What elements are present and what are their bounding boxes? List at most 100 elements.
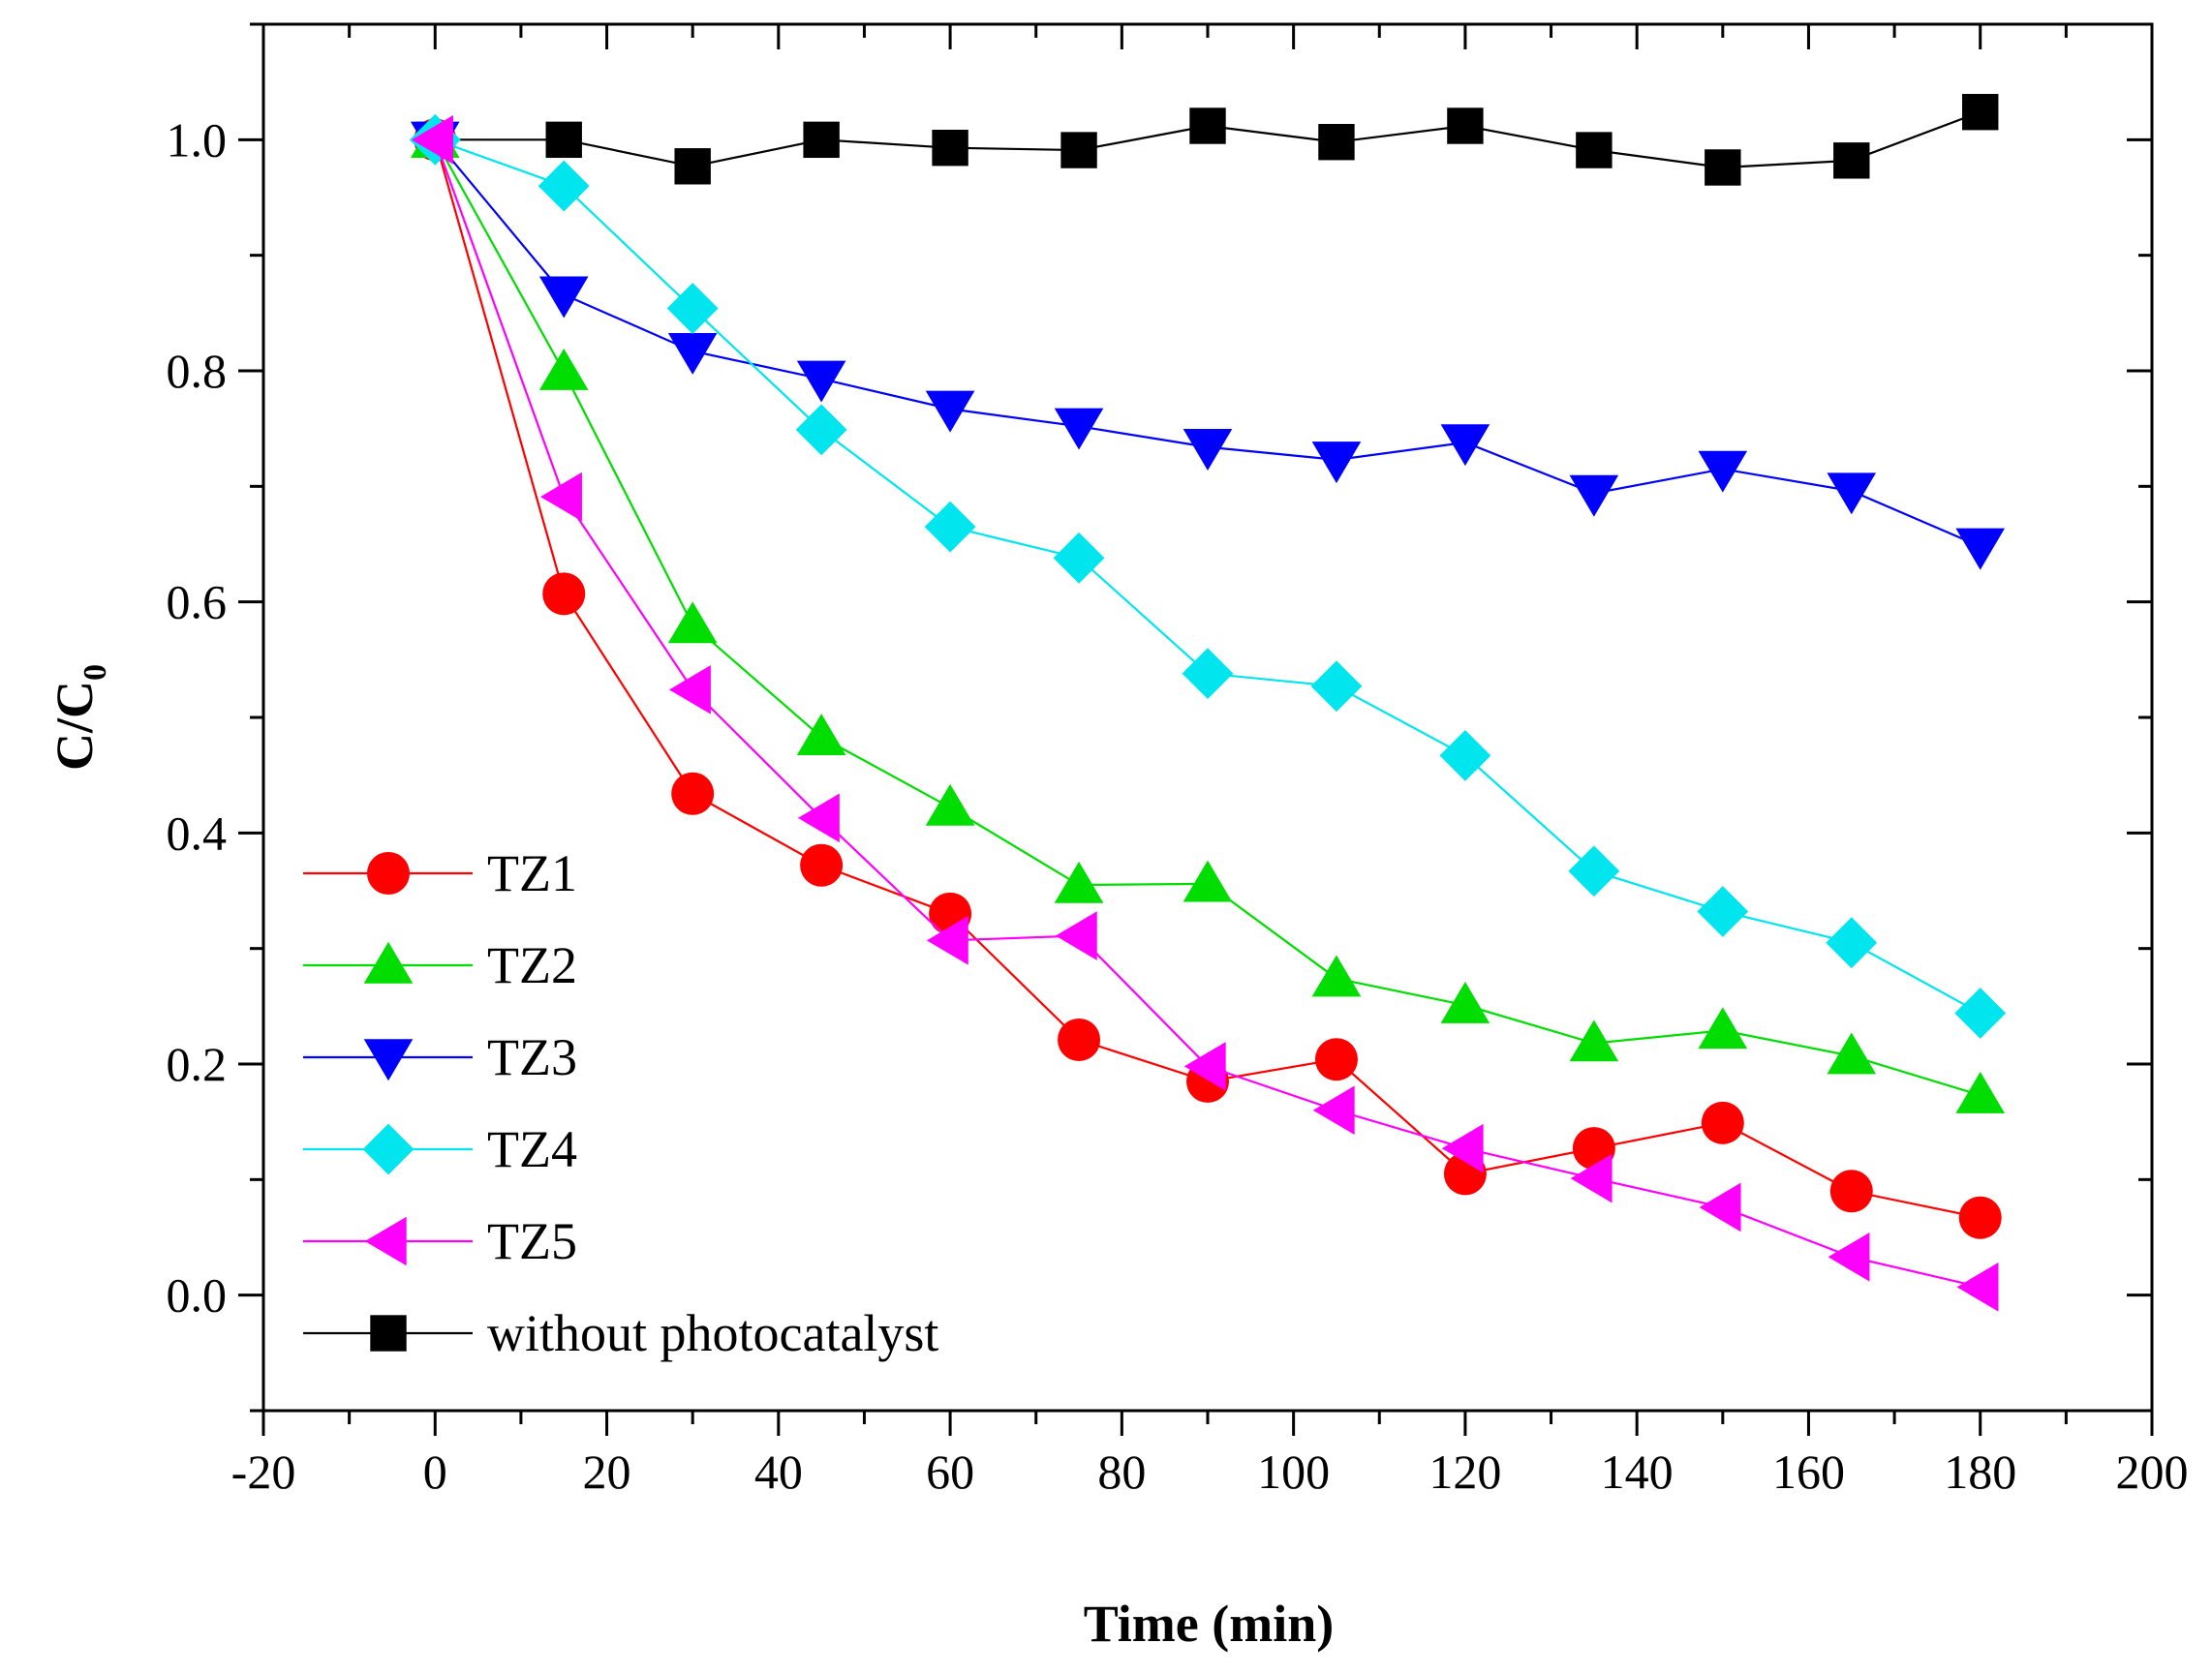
y-tick-label: 0.0 bbox=[167, 1268, 228, 1323]
data-point bbox=[1055, 911, 1097, 960]
legend-marker bbox=[364, 1216, 407, 1266]
data-point bbox=[1183, 429, 1233, 471]
data-point bbox=[540, 472, 582, 522]
legend-label: TZ2 bbox=[487, 936, 577, 994]
y-tick-label: 0.4 bbox=[167, 806, 228, 860]
series-tz3 bbox=[410, 121, 2006, 570]
legend-item: TZ4 bbox=[303, 1120, 577, 1178]
data-point bbox=[1828, 1232, 1870, 1282]
data-point bbox=[1698, 1007, 1748, 1050]
series-tz5 bbox=[412, 115, 1999, 1312]
data-point bbox=[795, 404, 847, 456]
x-axis-label: Time (min) bbox=[1084, 1595, 1334, 1653]
x-tick-label: 60 bbox=[926, 1445, 974, 1499]
axes: -20 0 20 40 60 80 100 120 140 160 180 200 0.0 0.2 0.4 0… bbox=[167, 22, 2189, 1499]
data-point bbox=[1440, 981, 1490, 1023]
series-tz2 bbox=[410, 116, 2006, 1113]
data-point bbox=[1569, 1020, 1619, 1062]
data-point bbox=[1182, 648, 1234, 700]
legend-label: without photocatalyst bbox=[487, 1304, 938, 1362]
data-point bbox=[924, 501, 976, 553]
data-point bbox=[538, 348, 589, 390]
y-tick-label: 0.2 bbox=[167, 1037, 228, 1091]
data-point bbox=[674, 148, 711, 185]
data-point bbox=[1439, 729, 1491, 781]
legend: TZ1 TZ2 TZ3 TZ4 TZ5 without photocatalyst bbox=[303, 844, 938, 1362]
data-point bbox=[1441, 1123, 1484, 1173]
data-point bbox=[666, 283, 719, 334]
data-point bbox=[1570, 1153, 1613, 1203]
data-point bbox=[1954, 988, 2007, 1039]
data-point bbox=[545, 121, 582, 159]
data-point bbox=[1053, 532, 1105, 584]
data-point bbox=[803, 121, 840, 159]
data-point bbox=[1697, 886, 1749, 937]
legend-marker bbox=[367, 852, 410, 895]
data-point bbox=[926, 916, 968, 965]
data-point bbox=[1447, 107, 1484, 144]
y-axis-label-subscript: 0 bbox=[77, 664, 113, 681]
y-axis-label-group: C/C0 bbox=[46, 664, 113, 771]
data-point bbox=[1054, 861, 1104, 903]
x-tick-label: 100 bbox=[1257, 1445, 1330, 1499]
data-point bbox=[1833, 142, 1870, 179]
data-point bbox=[1569, 474, 1619, 517]
series-layer bbox=[409, 93, 2007, 1312]
data-point bbox=[925, 390, 975, 433]
x-tick-label: 80 bbox=[1097, 1445, 1146, 1499]
data-point bbox=[1958, 1196, 2002, 1239]
data-point bbox=[1829, 1170, 1873, 1213]
data-point bbox=[1701, 1101, 1744, 1144]
y-tick-label: 1.0 bbox=[167, 112, 228, 167]
data-point bbox=[1314, 1038, 1358, 1081]
data-point bbox=[1318, 124, 1355, 161]
x-tick-label: 0 bbox=[423, 1445, 447, 1499]
data-point bbox=[1827, 1032, 1877, 1075]
data-point bbox=[932, 129, 968, 167]
series-line bbox=[434, 138, 1981, 1289]
data-point bbox=[1310, 660, 1363, 713]
data-point bbox=[538, 276, 589, 319]
data-point bbox=[1440, 424, 1490, 467]
data-point bbox=[796, 714, 846, 755]
series-line bbox=[434, 138, 1982, 548]
x-tick-label: 120 bbox=[1429, 1445, 1501, 1499]
data-point bbox=[1956, 1263, 1999, 1312]
x-tick-label: -20 bbox=[231, 1445, 296, 1499]
data-point bbox=[667, 601, 718, 644]
legend-item: TZ3 bbox=[303, 1028, 577, 1086]
x-tick-label: 140 bbox=[1601, 1445, 1674, 1499]
legend-label: TZ3 bbox=[487, 1028, 577, 1086]
data-point bbox=[671, 772, 715, 815]
data-point bbox=[542, 572, 586, 616]
data-point bbox=[1311, 441, 1362, 484]
data-point bbox=[1568, 845, 1620, 898]
data-point bbox=[1312, 1085, 1355, 1136]
x-tick-label: 180 bbox=[1944, 1445, 2016, 1499]
data-point bbox=[1183, 860, 1233, 902]
x-tick-label: 20 bbox=[583, 1445, 631, 1499]
data-point bbox=[1183, 1042, 1226, 1091]
legend-marker bbox=[363, 1039, 414, 1081]
legend-label: TZ5 bbox=[487, 1212, 577, 1270]
legend-item: TZ1 bbox=[303, 844, 577, 902]
data-point bbox=[1311, 955, 1362, 997]
y-tick-label: 0.6 bbox=[167, 575, 228, 629]
data-point bbox=[1054, 408, 1104, 450]
x-tick-label: 40 bbox=[754, 1445, 803, 1499]
data-point bbox=[925, 783, 975, 826]
data-point bbox=[1576, 132, 1613, 168]
legend-item: without photocatalyst bbox=[303, 1304, 938, 1362]
data-point bbox=[1060, 132, 1097, 168]
y-axis-label: C/C bbox=[46, 681, 104, 771]
series-without-photocatalyst bbox=[416, 93, 1999, 186]
data-point bbox=[1827, 472, 1877, 515]
series-tz4 bbox=[409, 113, 2007, 1039]
data-point bbox=[1955, 1072, 2006, 1113]
data-point bbox=[800, 843, 844, 887]
svg-text:C/C0: C/C0 bbox=[46, 664, 113, 771]
legend-label: TZ4 bbox=[487, 1120, 577, 1178]
data-point bbox=[1189, 107, 1226, 144]
legend-marker bbox=[362, 1123, 415, 1175]
